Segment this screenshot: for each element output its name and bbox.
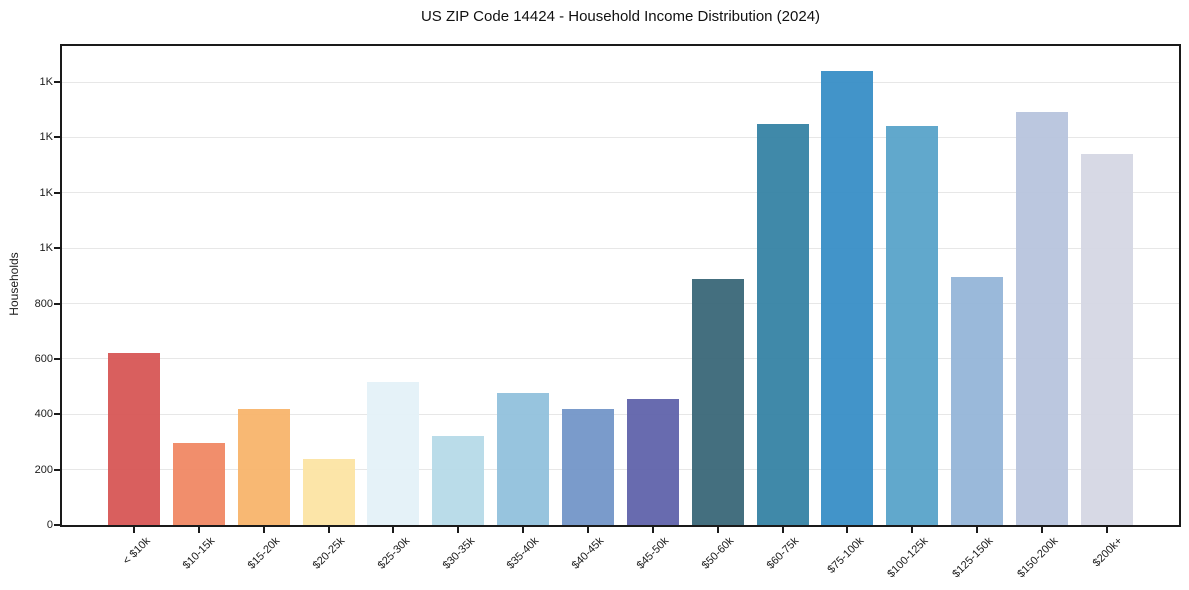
- bar: [172, 443, 225, 525]
- bar-group: $150-200k: [1015, 46, 1069, 580]
- y-gridline: [62, 413, 1179, 415]
- x-tick-label: $25-30k: [375, 535, 412, 572]
- y-axis-tick: [54, 357, 60, 360]
- x-tick-label: $125-150k: [950, 535, 996, 581]
- y-tick-label: 1K: [39, 131, 53, 144]
- bar: [886, 126, 939, 525]
- bars-row: < $10k $10-15k $15-20k $20-25k $25-30k $30-35…: [62, 46, 1179, 580]
- x-axis-tick: [781, 527, 784, 533]
- x-tick-label: $30-35k: [440, 535, 477, 572]
- y-tick-label: 800: [34, 297, 53, 310]
- y-tick-label: 1K: [39, 242, 53, 255]
- bar: [237, 408, 290, 525]
- y-gridline: [62, 247, 1179, 249]
- x-tick-label: $40-45k: [569, 535, 607, 572]
- bar-group: $20-25k: [302, 46, 355, 572]
- x-tick-label: $10-15k: [180, 535, 218, 572]
- bar-group: $50-60k: [691, 46, 744, 572]
- bar-group: $200k+: [1080, 46, 1133, 569]
- bar: [302, 458, 355, 525]
- x-axis-tick: [457, 527, 460, 533]
- y-gridline: [62, 358, 1179, 360]
- bar-group: $60-75k: [756, 46, 809, 572]
- y-tick-label: 600: [34, 352, 53, 365]
- x-axis-tick: [716, 527, 719, 533]
- y-tick-label: 400: [34, 408, 53, 421]
- x-axis-tick: [197, 527, 200, 533]
- x-tick-label: $20-25k: [310, 535, 348, 572]
- x-axis-tick: [651, 527, 654, 533]
- x-axis-tick: [846, 527, 849, 533]
- bar: [497, 393, 550, 525]
- y-axis-tick: [54, 524, 60, 526]
- y-axis-tick: [54, 413, 60, 416]
- x-tick-label: $75-100k: [825, 535, 866, 576]
- bar: [367, 382, 420, 525]
- bar-group: $125-150k: [950, 46, 1004, 580]
- bar-group: $15-20k: [237, 46, 290, 572]
- y-tick-label: 0: [46, 519, 53, 531]
- x-axis-tick: [976, 527, 979, 533]
- x-tick-label: $150-200k: [1015, 535, 1061, 581]
- bar: [821, 70, 874, 525]
- x-axis-tick: [1105, 527, 1108, 533]
- bar: [756, 123, 809, 525]
- bar-group: < $10k: [108, 46, 160, 567]
- bar-group: $25-30k: [367, 46, 420, 572]
- x-tick-label: $35-40k: [505, 535, 542, 572]
- y-gridline: [62, 81, 1179, 83]
- y-gridline: [62, 303, 1179, 304]
- grid-layer: 0 200 400 600 800 1K 1K 1K 1K: [35, 46, 1179, 531]
- x-axis-tick: [327, 527, 330, 533]
- x-tick-label: < $10k: [120, 535, 153, 568]
- y-axis-tick: [54, 468, 60, 471]
- bar: [1080, 153, 1133, 525]
- bar: [432, 436, 485, 525]
- bar-group: $100-125k: [886, 46, 939, 580]
- x-axis-tick: [911, 527, 914, 533]
- y-axis-tick: [54, 136, 60, 139]
- x-tick-label: $15-20k: [245, 535, 283, 572]
- y-gridline: [62, 469, 1179, 471]
- bar: [691, 278, 744, 525]
- y-gridline: [62, 192, 1179, 194]
- y-gridline: [62, 136, 1179, 138]
- x-axis-tick: [392, 527, 395, 533]
- y-tick-label: 1K: [39, 76, 53, 88]
- chart-title: US ZIP Code 14424 - Household Income Dis…: [420, 8, 821, 25]
- x-tick-label: $50-60k: [699, 535, 737, 572]
- y-tick-label: 1K: [39, 186, 53, 199]
- y-axis-tick: [54, 302, 60, 305]
- x-axis-tick: [1041, 527, 1044, 533]
- bar: [951, 277, 1004, 525]
- x-tick-label: $45-50k: [634, 535, 672, 572]
- bar: [626, 399, 679, 525]
- bar-group: $35-40k: [497, 46, 550, 572]
- x-tick-label: $100-125k: [885, 535, 931, 581]
- y-axis-tick: [54, 247, 60, 250]
- x-tick-label: $200k+: [1091, 535, 1126, 570]
- bar-group: $10-15k: [172, 46, 225, 572]
- y-axis-tick: [54, 81, 60, 83]
- y-axis-tick: [54, 191, 60, 194]
- bar: [1016, 112, 1069, 525]
- bar-group: $30-35k: [432, 46, 485, 572]
- x-axis-tick: [133, 527, 135, 533]
- bar-group: $75-100k: [821, 46, 874, 576]
- bar: [562, 408, 615, 525]
- bar-group: $45-50k: [626, 46, 679, 572]
- y-axis-title: Households: [7, 252, 21, 316]
- x-axis-tick: [522, 527, 525, 533]
- x-tick-label: $60-75k: [764, 535, 802, 572]
- bar: [108, 353, 160, 525]
- plot-area: 0 200 400 600 800 1K 1K 1K 1K < $10k $10-15k $15-2…: [35, 44, 1181, 580]
- y-tick-label: 200: [34, 463, 53, 476]
- x-axis-tick: [262, 527, 265, 533]
- bar-group: $40-45k: [562, 46, 615, 572]
- x-axis-tick: [587, 527, 590, 533]
